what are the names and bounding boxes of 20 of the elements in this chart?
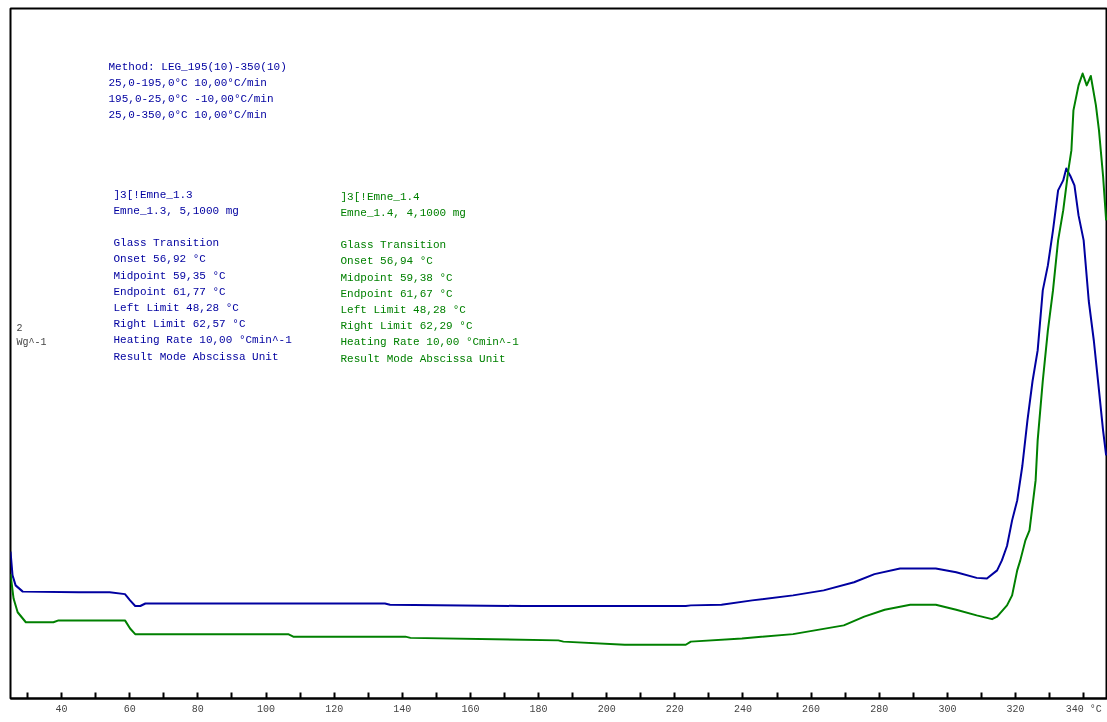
x-tick-label: 280 <box>870 703 889 715</box>
annotation: Method: LEG_195(10)-350(10) 25,0-195,0°C 10,00°C/min 195,0-25,0°C -10,00°C/min 25,0-350,0°C 10,00°C/min <box>108 60 287 122</box>
x-tick-label: 340 °C <box>1065 703 1102 715</box>
x-tick-label: 260 <box>802 703 821 715</box>
y-axis-title: 2 Wg^-1 <box>16 323 47 348</box>
x-tick-label: 120 <box>325 703 344 715</box>
x-tick-label: 320 <box>1006 703 1025 715</box>
text: ]3[!Emne_1.3 Emne_1.3, 5,1000 mg Glass Transition Onset 56,92 °C Midpoint 59,35 °C Endpoint 61,77 °C Left Limit 48,28 °C Right Limit 62,57 °C Heating Rate 10,00 °Cmin^-1 Result Mode Abscissa Unit <box>113 188 292 363</box>
x-tick-label: 40 <box>55 703 68 715</box>
x-tick-label: 220 <box>665 703 684 715</box>
x-tick-label: 240 <box>733 703 752 715</box>
x-tick-label: 200 <box>597 703 616 715</box>
x-tick-label: 60 <box>123 703 136 715</box>
x-tick-label: 80 <box>191 703 204 715</box>
x-tick-label: 160 <box>461 703 480 715</box>
x-tick-label: 100 <box>257 703 276 715</box>
x-tick-label: 140 <box>393 703 412 715</box>
x-tick-label: 180 <box>529 703 548 715</box>
text: ]3[!Emne_1.4 Emne_1.4, 4,1000 mg Glass Transition Onset 56,94 °C Midpoint 59,38 °C Endpoint 61,67 °C Left Limit 48,28 °C Right Limit 62,29 °C Heating Rate 10,00 °Cmin^-1 Result Mode Abscissa Unit <box>340 190 519 365</box>
x-tick-label: 300 <box>938 703 957 715</box>
